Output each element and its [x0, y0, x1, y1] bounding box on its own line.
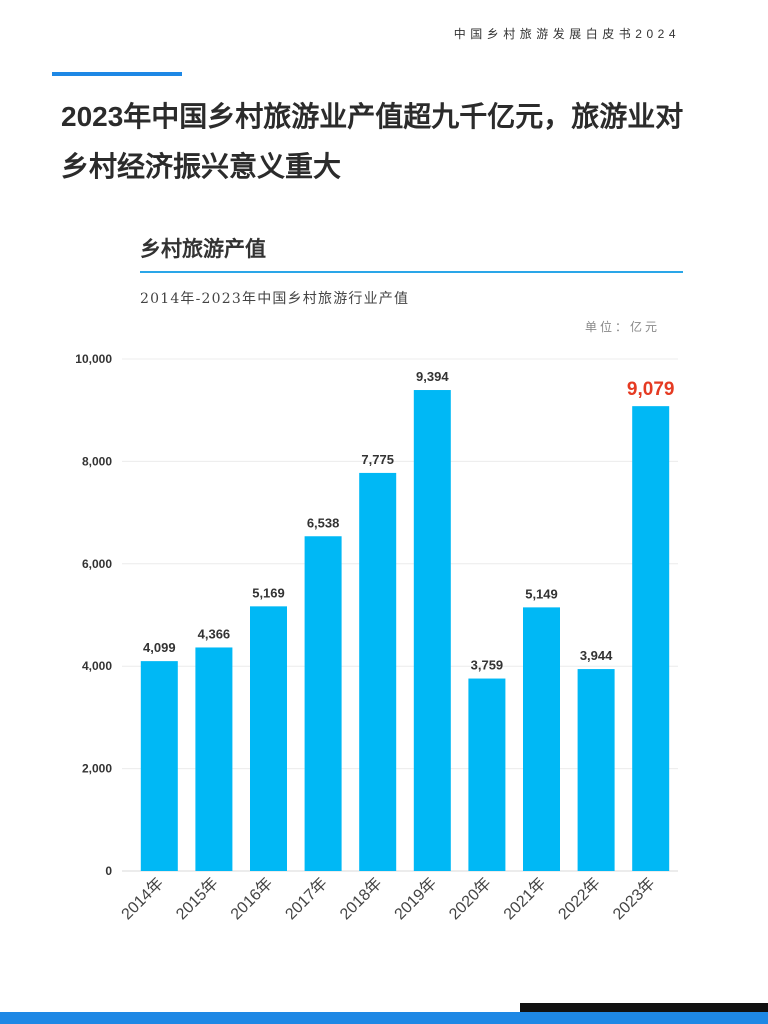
- x-tick-label: 2023年: [609, 874, 658, 923]
- bar: [140, 661, 178, 871]
- footer-bar-blue: [0, 1012, 768, 1024]
- y-tick-label: 2,000: [82, 762, 112, 776]
- chart-unit-label: 单位：亿元: [584, 320, 660, 334]
- x-tick-label: 2018年: [336, 874, 385, 923]
- report-header-title: 中国乡村旅游发展白皮书2024: [453, 27, 680, 41]
- bar: [523, 607, 560, 871]
- data-label: 9,394: [416, 369, 449, 384]
- section-divider: [140, 271, 683, 273]
- bar: [359, 472, 397, 871]
- y-tick-label: 10,000: [75, 352, 112, 366]
- data-label: 3,944: [580, 648, 613, 663]
- data-label: 5,149: [525, 586, 558, 601]
- page-title: 2023年中国乡村旅游业产值超九千亿元，旅游业对 乡村经济振兴意义重大: [61, 92, 683, 192]
- data-label-highlight: 9,079: [627, 379, 675, 400]
- data-label: 7,775: [361, 452, 394, 467]
- x-tick-label: 2016年: [227, 874, 276, 923]
- footer-bar-black: [520, 1003, 768, 1013]
- bar: [413, 390, 451, 871]
- page-title-line: 乡村经济振兴意义重大: [61, 151, 342, 182]
- x-tick-label: 2014年: [118, 874, 167, 923]
- data-label: 3,759: [471, 658, 504, 673]
- x-tick-label: 2022年: [555, 874, 604, 923]
- title-accent-line: [52, 72, 182, 76]
- y-tick-label: 8,000: [82, 454, 112, 468]
- x-tick-label: 2015年: [173, 874, 222, 923]
- data-label: 6,538: [307, 515, 340, 530]
- y-tick-label: 6,000: [82, 557, 112, 571]
- y-tick-label: 4,000: [82, 659, 112, 673]
- bar: [632, 406, 670, 871]
- bar: [195, 647, 233, 871]
- page-title-line: 2023年中国乡村旅游业产值超九千亿元，旅游业对: [61, 101, 684, 132]
- bar: [577, 669, 615, 871]
- bar: [468, 678, 506, 871]
- x-tick-label: 2019年: [391, 874, 440, 923]
- data-label: 4,366: [198, 626, 231, 641]
- x-tick-label: 2020年: [446, 874, 495, 923]
- bar: [250, 606, 287, 871]
- bar: [304, 536, 342, 871]
- x-tick-label: 2017年: [282, 874, 331, 923]
- y-tick-label: 0: [105, 864, 112, 878]
- data-label: 4,099: [143, 640, 176, 655]
- chart-subtitle: 2014年-2023年中国乡村旅游行业产值: [140, 291, 410, 307]
- chart-title: 乡村旅游产值: [140, 238, 266, 261]
- data-label: 5,169: [252, 585, 285, 600]
- x-tick-label: 2021年: [500, 874, 549, 923]
